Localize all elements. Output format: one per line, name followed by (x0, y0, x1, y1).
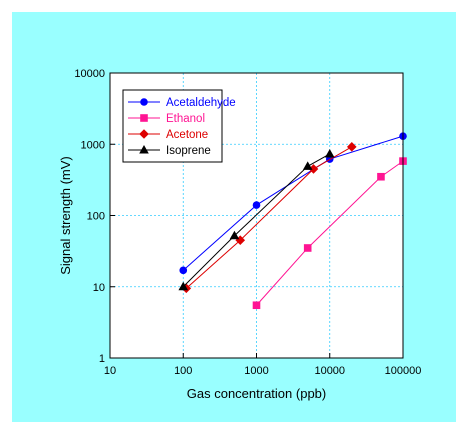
data-point (252, 201, 261, 209)
legend-entry: Ethanol (128, 113, 205, 125)
data-point (229, 230, 240, 240)
data-point (252, 301, 261, 310)
x-tick-label: 100000 (385, 365, 422, 377)
y-axis-label: Signal strength (mV) (58, 156, 73, 275)
x-axis-label: Gas concentration (ppb) (187, 386, 326, 401)
y-tick-label: 10000 (74, 68, 105, 80)
series-line (185, 146, 353, 289)
x-tick-label: 10 (104, 365, 116, 377)
legend-entry: Acetaldehyde (128, 97, 236, 109)
data-point (178, 281, 189, 291)
series-line (182, 135, 404, 271)
y-tick-label: 1 (99, 353, 105, 365)
series-isoprene (178, 148, 335, 291)
x-tick-label: 1000 (244, 365, 268, 377)
legend-label: Acetone (166, 129, 208, 141)
legend-label: Ethanol (166, 113, 205, 125)
y-tick-label: 10 (93, 282, 105, 294)
series-line (182, 153, 330, 288)
legend: Acetaldehyde Ethanol Acetone Isoprene (122, 89, 236, 163)
y-tick-label: 100 (87, 211, 105, 223)
y-tick-label: 1000 (81, 139, 105, 151)
legend-entry: Isoprene (128, 145, 211, 157)
legend-label: Acetaldehyde (166, 97, 236, 109)
data-point (303, 244, 312, 252)
series-line (256, 160, 404, 306)
legend-marker (139, 145, 149, 154)
data-point (377, 172, 385, 181)
data-point (179, 266, 188, 275)
x-tick-label: 100 (174, 365, 192, 377)
legend-entry: Acetone (128, 129, 208, 141)
legend-label: Isoprene (166, 145, 211, 157)
legend-marker (139, 129, 149, 139)
data-point (302, 161, 313, 170)
legend-marker (140, 114, 148, 122)
data-point (308, 164, 319, 174)
x-tick-label: 10000 (314, 365, 345, 377)
data-point (324, 148, 335, 158)
legend-marker (140, 98, 148, 106)
data-point (347, 142, 357, 152)
